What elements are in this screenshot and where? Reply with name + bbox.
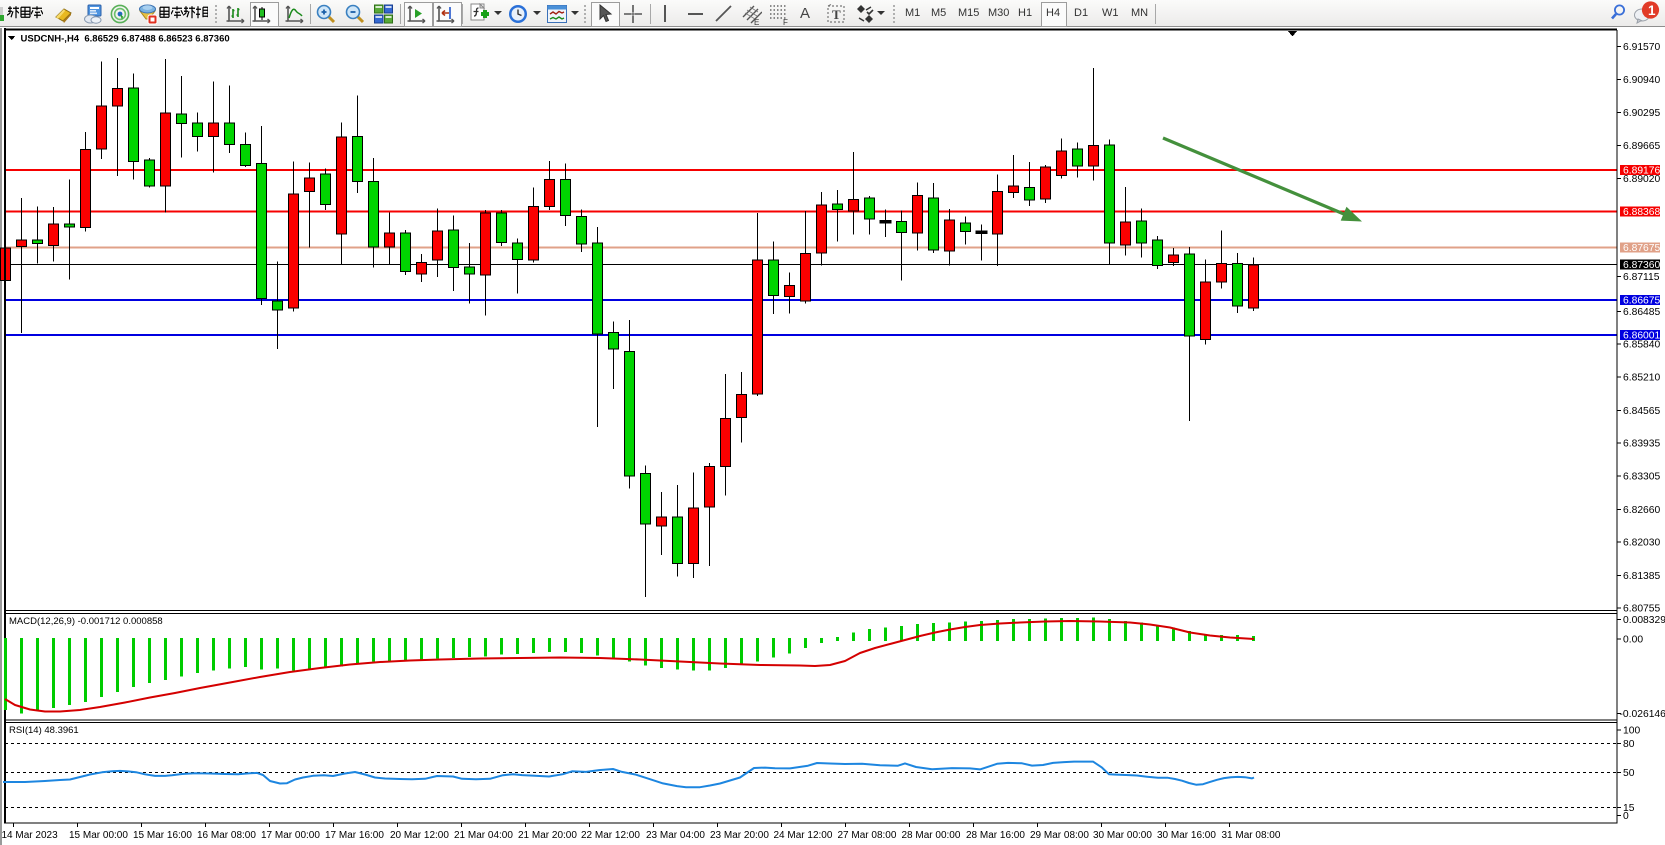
svg-text:0.008329: 0.008329 (1623, 615, 1665, 626)
svg-text:14 Mar 2023: 14 Mar 2023 (2, 830, 59, 841)
svg-text:21 Mar 20:00: 21 Mar 20:00 (518, 830, 577, 841)
svg-text:6.84565: 6.84565 (1623, 406, 1660, 417)
svg-text:1: 1 (1648, 3, 1656, 18)
svg-text:0: 0 (1623, 811, 1629, 822)
svg-text:80: 80 (1623, 739, 1635, 750)
svg-text:T: T (832, 7, 841, 22)
svg-text:6.91570: 6.91570 (1623, 42, 1660, 53)
svg-text:50: 50 (1623, 768, 1635, 779)
svg-text:24 Mar 12:00: 24 Mar 12:00 (774, 830, 833, 841)
svg-text:0.00: 0.00 (1623, 635, 1643, 646)
svg-text:6.85210: 6.85210 (1623, 373, 1660, 384)
svg-text:-0.026146: -0.026146 (1620, 709, 1665, 720)
svg-text:6.83305: 6.83305 (1623, 472, 1660, 483)
svg-text:16 Mar 08:00: 16 Mar 08:00 (197, 830, 256, 841)
svg-text:6.86675: 6.86675 (1623, 296, 1660, 307)
svg-text:6.82660: 6.82660 (1623, 505, 1660, 516)
svg-text:28 Mar 16:00: 28 Mar 16:00 (966, 830, 1025, 841)
svg-text:F: F (783, 18, 788, 26)
svg-text:15 Mar 16:00: 15 Mar 16:00 (133, 830, 192, 841)
svg-text:20 Mar 12:00: 20 Mar 12:00 (390, 830, 449, 841)
svg-text:6.88368: 6.88368 (1623, 207, 1660, 218)
svg-text:29 Mar 08:00: 29 Mar 08:00 (1030, 830, 1089, 841)
svg-text:6.86485: 6.86485 (1623, 307, 1660, 318)
svg-text:RSI(14) 48.3961: RSI(14) 48.3961 (9, 725, 79, 736)
svg-text:6.89176: 6.89176 (1623, 166, 1660, 177)
svg-text:27 Mar 08:00: 27 Mar 08:00 (838, 830, 897, 841)
svg-text:6.85840: 6.85840 (1623, 340, 1660, 351)
svg-text:6.89665: 6.89665 (1623, 141, 1660, 152)
svg-text:6.87675: 6.87675 (1623, 243, 1660, 254)
svg-text:17 Mar 00:00: 17 Mar 00:00 (261, 830, 320, 841)
svg-text:28 Mar 00:00: 28 Mar 00:00 (902, 830, 961, 841)
svg-text:31 Mar 08:00: 31 Mar 08:00 (1222, 830, 1281, 841)
svg-text:21 Mar 04:00: 21 Mar 04:00 (454, 830, 513, 841)
svg-text:15: 15 (1623, 803, 1635, 814)
svg-text:MACD(12,26,9) -0.001712 0.0008: MACD(12,26,9) -0.001712 0.000858 (9, 616, 163, 627)
svg-text:6.90940: 6.90940 (1623, 75, 1660, 86)
svg-text:100: 100 (1623, 725, 1640, 736)
svg-text:6.81385: 6.81385 (1623, 571, 1660, 582)
svg-text:30 Mar 16:00: 30 Mar 16:00 (1157, 830, 1216, 841)
svg-text:USDCNH-,H4 6.86529 6.87488 6.: USDCNH-,H4 6.86529 6.87488 6.86523 6.873… (21, 34, 230, 45)
svg-text:6.80755: 6.80755 (1623, 604, 1660, 615)
svg-text:23 Mar 20:00: 23 Mar 20:00 (710, 830, 769, 841)
svg-text:6.83935: 6.83935 (1623, 439, 1660, 450)
svg-text:23 Mar 04:00: 23 Mar 04:00 (646, 830, 705, 841)
svg-text:17 Mar 16:00: 17 Mar 16:00 (325, 830, 384, 841)
svg-text:6.82030: 6.82030 (1623, 538, 1660, 549)
svg-text:6.86001: 6.86001 (1623, 331, 1660, 342)
svg-text:6.89020: 6.89020 (1623, 174, 1660, 185)
svg-text:22 Mar 12:00: 22 Mar 12:00 (581, 830, 640, 841)
svg-text:6.90295: 6.90295 (1623, 108, 1660, 119)
svg-text:6.87115: 6.87115 (1623, 272, 1660, 283)
svg-text:15 Mar 00:00: 15 Mar 00:00 (69, 830, 128, 841)
svg-text:30 Mar 00:00: 30 Mar 00:00 (1093, 830, 1152, 841)
svg-text:6.87360: 6.87360 (1623, 260, 1660, 271)
svg-text:E: E (754, 18, 759, 26)
